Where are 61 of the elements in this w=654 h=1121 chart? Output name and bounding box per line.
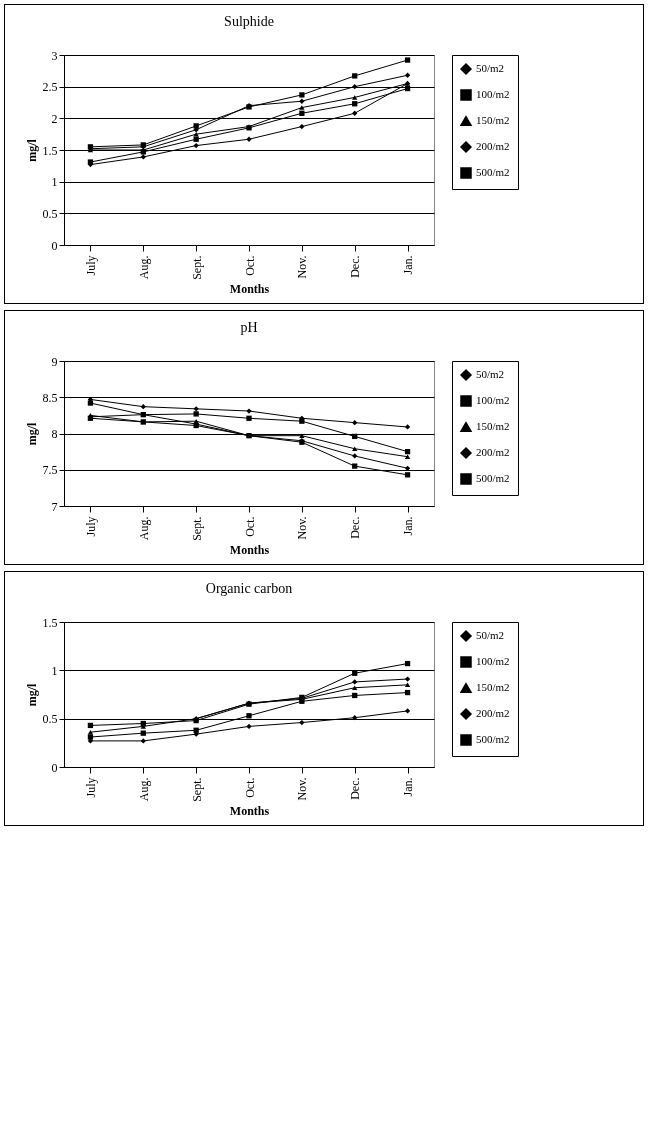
- legend-label: 50/m2: [476, 62, 505, 74]
- legend-label: 100/m2: [476, 655, 510, 667]
- x-tick-label: Oct.: [242, 516, 257, 537]
- legend-label: 150/m2: [476, 114, 510, 126]
- x-tick-label: Oct.: [242, 255, 257, 276]
- y-tick-label: 0.5: [42, 712, 58, 727]
- x-tick-label: July: [83, 255, 98, 276]
- x-tick-label: Aug.: [136, 516, 151, 541]
- x-tick-label: Jan.: [401, 255, 416, 275]
- y-tick-label: 2.5: [42, 80, 58, 95]
- legend-label: 200/m2: [476, 707, 510, 719]
- x-tick-label: Aug.: [136, 255, 151, 280]
- y-tick-label: 1: [51, 663, 58, 678]
- x-tick-label: Dec.: [348, 777, 363, 800]
- legend-label: 500/m2: [476, 472, 510, 484]
- legend-label: 150/m2: [476, 420, 510, 432]
- y-axis-title: mg/l: [24, 683, 39, 707]
- x-tick-label: Jan.: [401, 777, 416, 797]
- x-tick-label: Jan.: [401, 516, 416, 536]
- legend-label: 200/m2: [476, 140, 510, 152]
- x-tick-label: Sept.: [189, 516, 204, 541]
- y-tick-label: 2: [51, 111, 58, 126]
- y-tick-label: 3: [51, 48, 58, 63]
- x-axis-title: Months: [229, 803, 270, 818]
- x-tick-label: Nov.: [295, 777, 310, 801]
- x-tick-label: Aug.: [136, 777, 151, 802]
- legend-label: 150/m2: [476, 681, 510, 693]
- y-tick-label: 1.5: [42, 615, 58, 630]
- y-tick-label: 0: [51, 760, 58, 775]
- x-tick-label: July: [83, 516, 98, 537]
- x-tick-label: July: [83, 777, 98, 798]
- y-tick-label: 9: [51, 354, 58, 369]
- chart-title: Sulphide: [224, 14, 274, 29]
- x-tick-label: Nov.: [295, 255, 310, 279]
- x-axis-title: Months: [229, 281, 270, 296]
- y-tick-label: 0.5: [42, 206, 58, 221]
- y-tick-label: 7: [51, 499, 58, 514]
- y-tick-label: 1.5: [42, 143, 58, 158]
- x-axis-title: Months: [229, 542, 270, 557]
- legend-label: 200/m2: [476, 446, 510, 458]
- x-tick-label: Sept.: [189, 255, 204, 280]
- y-tick-label: 8.5: [42, 390, 58, 405]
- y-tick-label: 7.5: [42, 463, 58, 478]
- x-tick-label: Oct.: [242, 777, 257, 798]
- x-tick-label: Nov.: [295, 516, 310, 540]
- y-axis-title: mg/l: [24, 138, 39, 162]
- legend-label: 50/m2: [476, 629, 505, 641]
- x-tick-label: Dec.: [348, 255, 363, 278]
- y-axis-title: mg/l: [24, 422, 39, 446]
- chart-title: Organic carbon: [205, 581, 293, 596]
- y-tick-label: 1: [51, 175, 58, 190]
- x-tick-label: Sept.: [189, 777, 204, 802]
- y-tick-label: 8: [51, 427, 58, 441]
- legend-label: 50/m2: [476, 368, 505, 380]
- legend-label: 100/m2: [476, 88, 510, 100]
- x-tick-label: Dec.: [348, 516, 363, 539]
- legend-label: 500/m2: [476, 166, 510, 178]
- legend-label: 100/m2: [476, 394, 510, 406]
- legend-label: 500/m2: [476, 733, 510, 745]
- chart-title: pH: [240, 320, 258, 335]
- y-tick-label: 0: [51, 238, 58, 253]
